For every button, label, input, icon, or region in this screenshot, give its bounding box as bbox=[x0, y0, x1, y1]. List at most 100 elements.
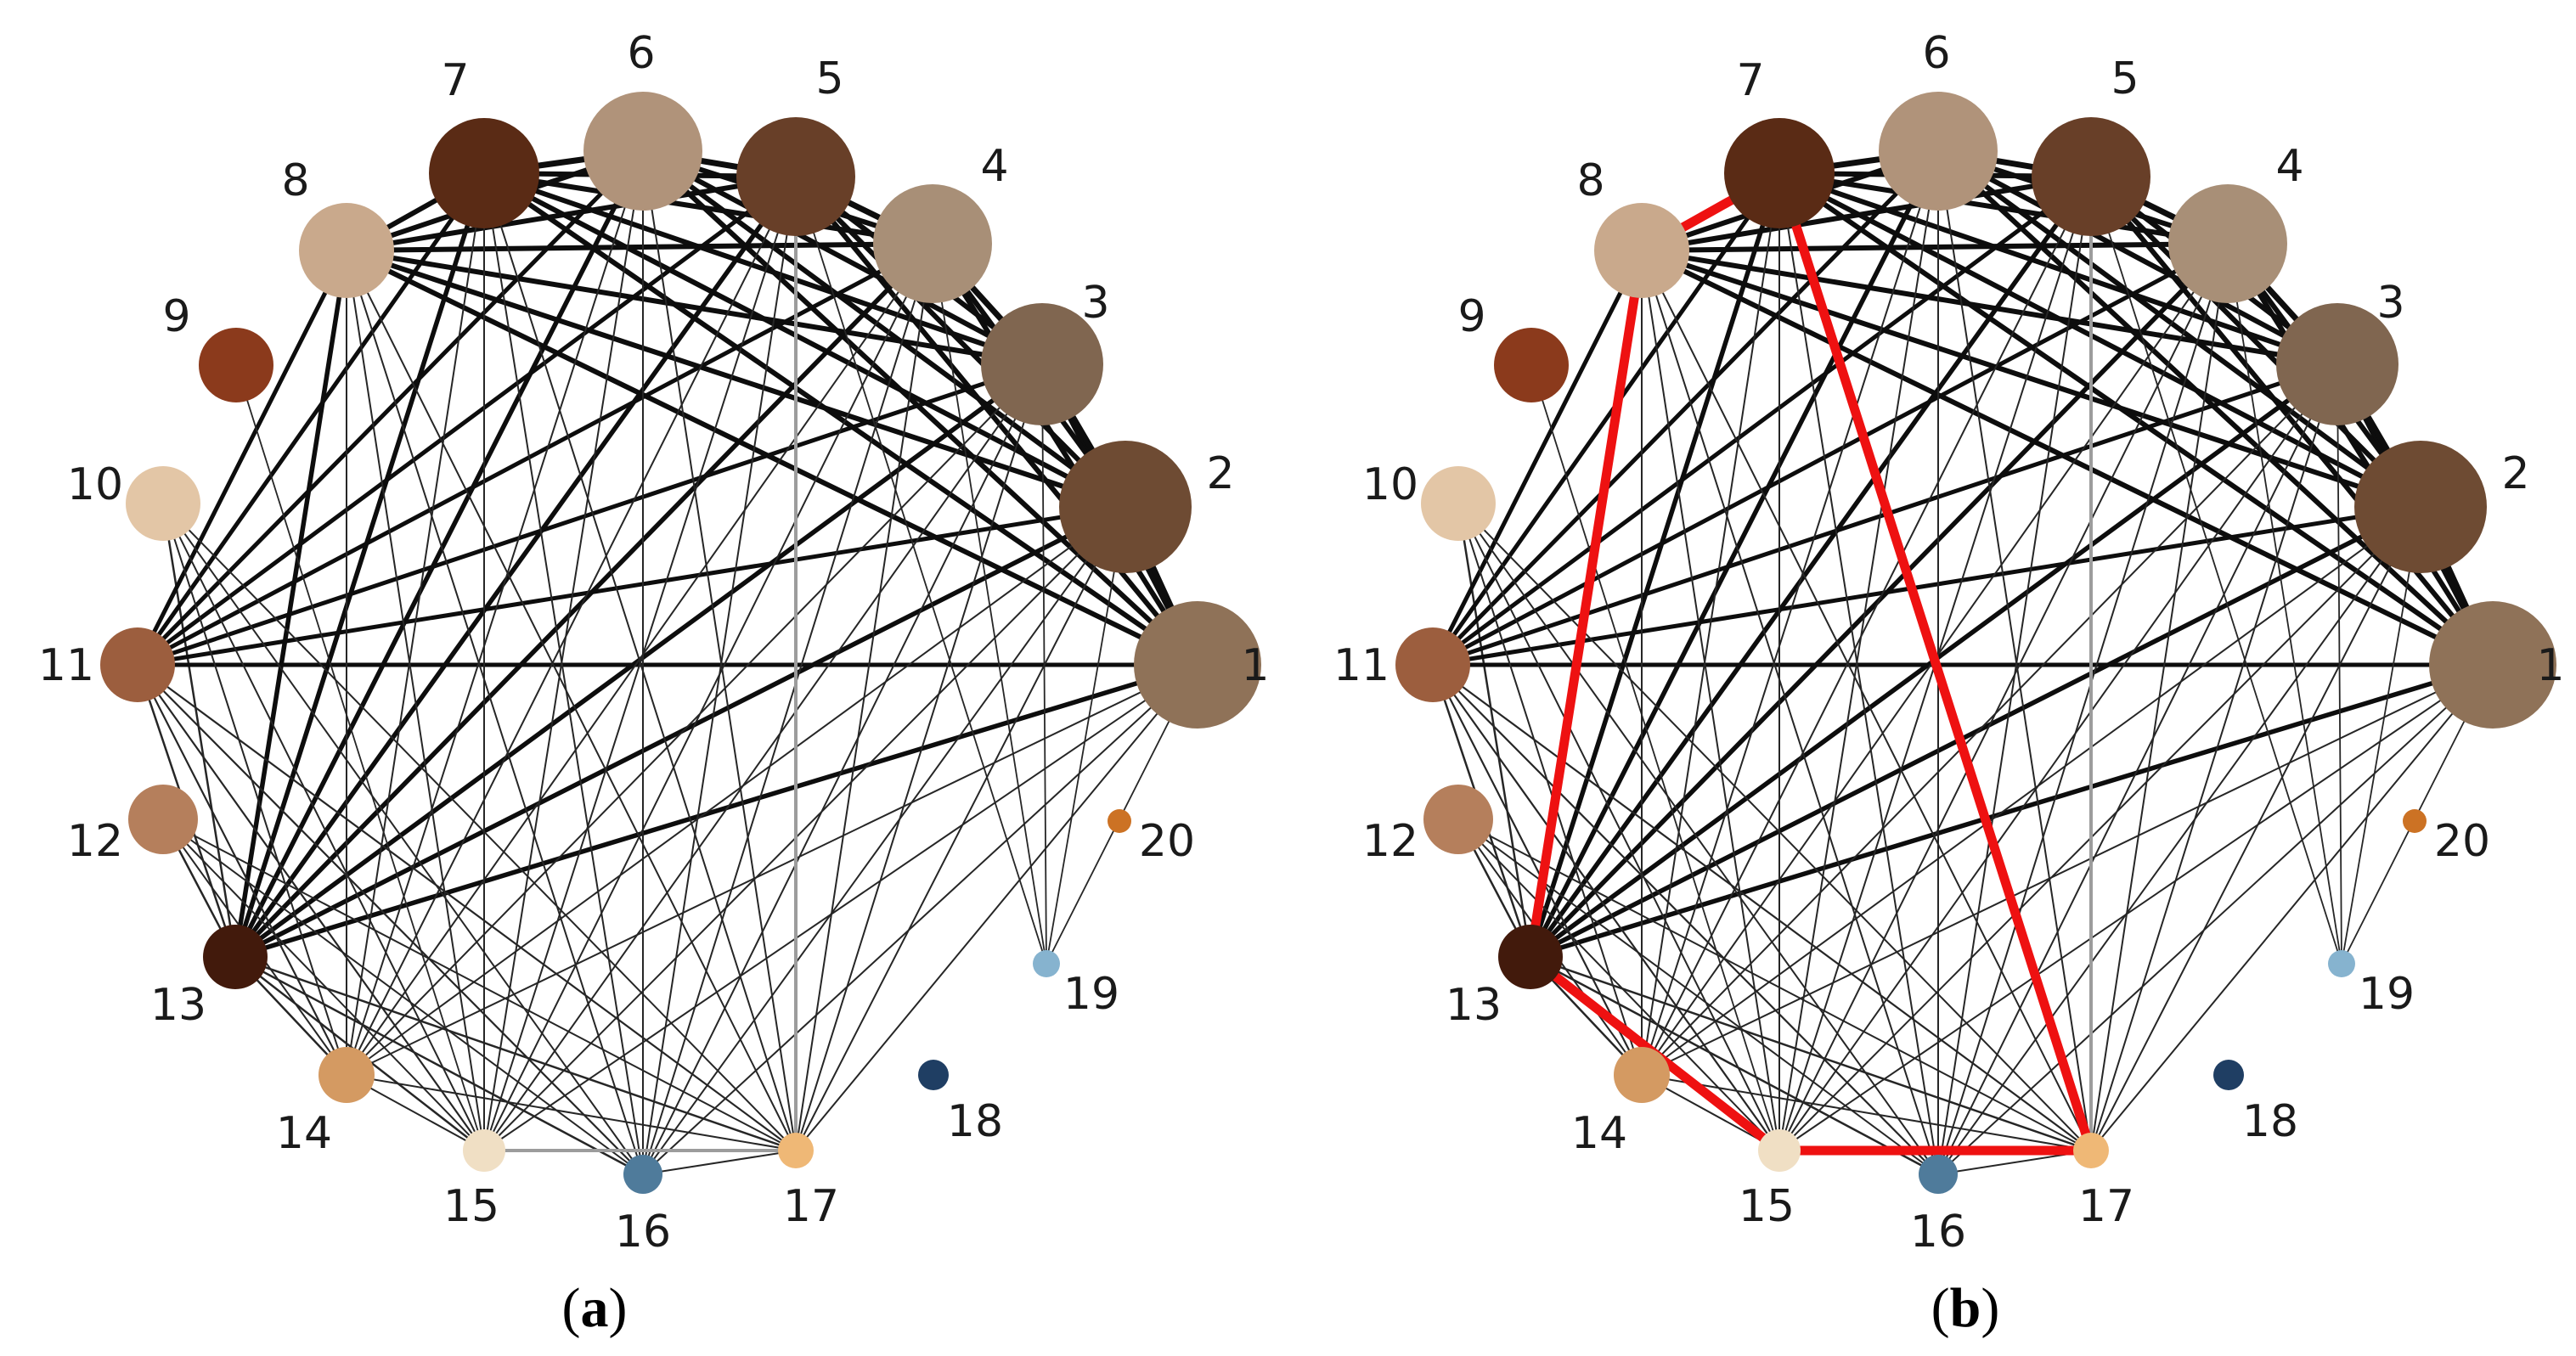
node-3 bbox=[2276, 303, 2398, 425]
node-label-16: 16 bbox=[1910, 1207, 1966, 1258]
highlight-edge-17-7 bbox=[1774, 168, 2096, 1156]
node-16 bbox=[623, 1155, 662, 1194]
edge-16-2 bbox=[1937, 506, 2421, 1175]
node-label-11: 11 bbox=[38, 640, 94, 691]
edge-4-7 bbox=[1777, 171, 2230, 246]
panel-caption-a: (a) bbox=[562, 1277, 628, 1339]
edge-15-6 bbox=[1778, 150, 1939, 1151]
node-label-2: 2 bbox=[2501, 448, 2529, 499]
edge-17-6 bbox=[1937, 150, 2092, 1151]
edge-16-4 bbox=[1937, 243, 2229, 1175]
node-8 bbox=[299, 203, 394, 298]
edge-14-17 bbox=[346, 1074, 797, 1151]
edge-1-6 bbox=[640, 149, 1200, 667]
edge-11-6 bbox=[135, 149, 645, 667]
edge-3-7 bbox=[482, 171, 1045, 367]
node-20 bbox=[1108, 809, 1131, 833]
edge-10-15 bbox=[1457, 503, 1780, 1151]
node-20 bbox=[2403, 809, 2427, 833]
edge-12-15 bbox=[1457, 819, 1780, 1151]
node-11 bbox=[1395, 627, 1470, 702]
node-label-2: 2 bbox=[1206, 448, 1234, 499]
edge-16-7 bbox=[1778, 172, 1939, 1175]
node-label-19: 19 bbox=[1063, 969, 1119, 1020]
edge-19-4 bbox=[2227, 243, 2342, 965]
edge-11-14 bbox=[1431, 663, 1643, 1077]
edge-17-1 bbox=[795, 664, 1198, 1151]
edge-17-1 bbox=[2090, 664, 2494, 1151]
edge-11-5 bbox=[135, 174, 798, 667]
edge-16-5 bbox=[642, 176, 797, 1175]
edge-16-17 bbox=[642, 1150, 797, 1175]
node-2 bbox=[2354, 441, 2487, 573]
edge-5-8 bbox=[1639, 174, 2094, 253]
node-label-3: 3 bbox=[1081, 278, 1109, 329]
node-label-1: 1 bbox=[1241, 640, 1269, 691]
node-label-14: 14 bbox=[1571, 1108, 1627, 1159]
node-3 bbox=[981, 303, 1103, 425]
node-13 bbox=[1498, 925, 1563, 989]
node-label-9: 9 bbox=[1457, 291, 1485, 342]
edge-1-7 bbox=[1777, 171, 2495, 667]
edge-1-8 bbox=[1639, 248, 2495, 667]
node-label-10: 10 bbox=[1362, 459, 1418, 510]
node-4 bbox=[873, 184, 992, 303]
node-label-4: 4 bbox=[980, 141, 1008, 192]
edge-11-4 bbox=[135, 241, 935, 667]
node-6 bbox=[1879, 92, 1998, 211]
edge-15-6 bbox=[483, 150, 644, 1151]
node-label-19: 19 bbox=[2359, 969, 2415, 1020]
node-10 bbox=[126, 466, 200, 541]
edge-17-2 bbox=[795, 506, 1126, 1151]
node-label-5: 5 bbox=[2111, 53, 2139, 104]
edge-13-16 bbox=[1529, 955, 1940, 1176]
edge-11-7 bbox=[1430, 171, 1782, 667]
edge-11-16 bbox=[1431, 663, 1940, 1176]
node-15 bbox=[463, 1129, 505, 1172]
edge-11-7 bbox=[135, 171, 487, 667]
node-label-8: 8 bbox=[281, 155, 309, 206]
edge-17-3 bbox=[795, 363, 1043, 1151]
node-label-15: 15 bbox=[443, 1181, 499, 1232]
node-label-13: 13 bbox=[1446, 980, 1502, 1031]
edge-10-17 bbox=[162, 503, 797, 1151]
edge-11-3 bbox=[135, 362, 1045, 667]
edge-16-8 bbox=[1641, 250, 1939, 1175]
edge-10-16 bbox=[162, 503, 644, 1175]
edge-11-17 bbox=[1431, 663, 2093, 1152]
node-label-8: 8 bbox=[1576, 155, 1604, 206]
node-label-14: 14 bbox=[276, 1108, 332, 1159]
edge-14-2 bbox=[1641, 506, 2421, 1076]
node-label-18: 18 bbox=[2242, 1096, 2298, 1147]
edge-19-5 bbox=[795, 176, 1047, 965]
edge-19-3 bbox=[1041, 363, 1047, 965]
edge-5-8 bbox=[344, 174, 798, 253]
edge-13-1 bbox=[1528, 662, 2495, 959]
edge-16-7 bbox=[483, 172, 644, 1175]
node-12 bbox=[128, 785, 198, 854]
edge-12-17 bbox=[162, 819, 797, 1151]
edge-12-17 bbox=[1457, 819, 2092, 1151]
edge-1-5 bbox=[793, 174, 1200, 667]
edge-2-8 bbox=[344, 248, 1128, 509]
edge-15-2 bbox=[1778, 506, 2421, 1151]
edge-13-5 bbox=[233, 174, 798, 959]
edge-13-16 bbox=[234, 955, 645, 1176]
edge-14-1 bbox=[1641, 664, 2494, 1076]
node-12 bbox=[1423, 785, 1493, 854]
edge-15-2 bbox=[483, 506, 1126, 1151]
edge-16-1 bbox=[1937, 664, 2494, 1175]
node-label-17: 17 bbox=[783, 1181, 839, 1232]
edge-3-8 bbox=[344, 248, 1045, 367]
edge-1-7 bbox=[482, 171, 1200, 667]
node-label-9: 9 bbox=[162, 291, 190, 342]
node-1 bbox=[2429, 601, 2556, 729]
edge-19-4 bbox=[932, 243, 1047, 965]
node-5 bbox=[2032, 117, 2150, 236]
edge-10-16 bbox=[1457, 503, 1939, 1175]
node-13 bbox=[203, 925, 268, 989]
node-label-13: 13 bbox=[150, 980, 206, 1031]
